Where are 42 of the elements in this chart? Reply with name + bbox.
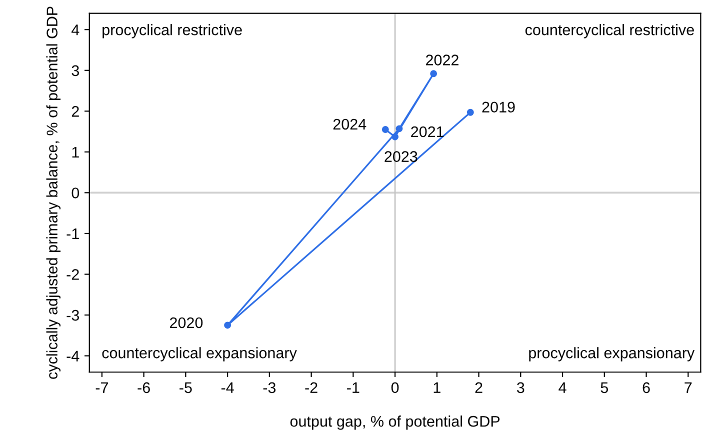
point bbox=[396, 125, 403, 132]
annotation: 2019 bbox=[482, 102, 515, 113]
x-tick-label: 6 bbox=[642, 382, 650, 394]
y-axis-title: cyclically adjusted primary balance, % of potential GDP bbox=[46, 6, 61, 379]
y-tick-label: -3 bbox=[66, 310, 79, 321]
y-tick-label: -2 bbox=[66, 269, 79, 280]
x-tick-label: -7 bbox=[96, 382, 108, 393]
annotation: 2024 bbox=[333, 118, 366, 130]
x-tick-label: 2 bbox=[475, 382, 482, 393]
x-tick-label: -4 bbox=[221, 382, 234, 393]
annotation: procyclical restrictive bbox=[102, 24, 242, 38]
point bbox=[382, 126, 389, 133]
x-tick-label: -6 bbox=[138, 382, 150, 394]
x-tick-label: -3 bbox=[263, 382, 276, 394]
point bbox=[224, 322, 232, 329]
y-tick-label: -1 bbox=[66, 228, 79, 240]
point bbox=[392, 133, 399, 140]
annotation: procyclical expansionary bbox=[529, 347, 695, 362]
x-tick-label: 3 bbox=[516, 382, 524, 394]
point bbox=[466, 108, 474, 116]
x-axis-title: output gap, % of potential GDP bbox=[290, 416, 500, 430]
point bbox=[430, 70, 438, 78]
x-tick-label: -2 bbox=[305, 382, 318, 393]
y-tick-label: -4 bbox=[66, 350, 80, 362]
annotation: countercyclical restrictive bbox=[525, 24, 694, 38]
x-tick-label: 7 bbox=[684, 382, 692, 393]
annotation: 2022 bbox=[426, 54, 458, 66]
x-tick-label: 5 bbox=[600, 382, 608, 394]
annotation: 2020 bbox=[170, 317, 203, 328]
y-tick-label: 3 bbox=[72, 65, 79, 76]
x-tick-label: 0 bbox=[391, 382, 399, 394]
y-tick-label: 0 bbox=[72, 188, 80, 198]
annotation: countercyclical expansionary bbox=[102, 347, 297, 362]
x-tick-label: 1 bbox=[434, 382, 440, 393]
x-tick-label: -1 bbox=[347, 382, 360, 393]
y-tick-label: 2 bbox=[72, 106, 79, 117]
y-tick-label: 1 bbox=[72, 146, 79, 158]
x-tick-label: -5 bbox=[180, 382, 192, 394]
x-tick-label: 4 bbox=[558, 382, 566, 393]
annotation: 2023 bbox=[384, 151, 418, 162]
y-tick-label: 4 bbox=[72, 24, 80, 36]
annotation: 2021 bbox=[411, 126, 444, 138]
